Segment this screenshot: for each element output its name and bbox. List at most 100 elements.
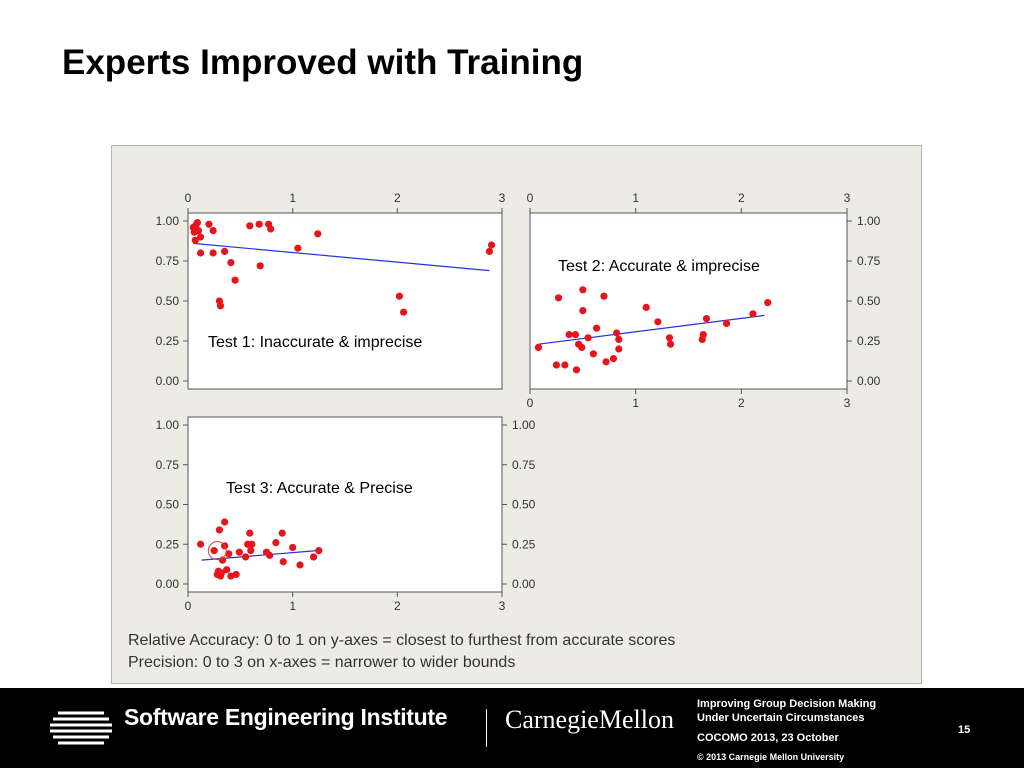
- plot2-point: [764, 299, 772, 307]
- cmu-wordmark: CarnegieMellon: [505, 705, 674, 734]
- plot1-point: [485, 247, 494, 255]
- presentation-title-line-2: Under Uncertain Circumstances: [697, 712, 865, 724]
- plot2-xtick-label-bottom: 0: [527, 396, 534, 410]
- plot3-point: [289, 543, 297, 552]
- plot2-point: [642, 303, 650, 311]
- plot3-point: [315, 547, 323, 555]
- plot2-point: [584, 334, 592, 342]
- copyright: © 2013 Carnegie Mellon University: [697, 752, 845, 762]
- plot1-point: [267, 225, 275, 233]
- presentation-title-line-1: Improving Group Decision Making: [697, 698, 877, 710]
- plot3-ytick-label-right: 0.25: [512, 537, 536, 551]
- plot3-point: [272, 539, 280, 547]
- plot3-selection-ring: [207, 541, 227, 561]
- plot2-point: [534, 343, 543, 351]
- plot2-point: [579, 286, 587, 294]
- plot3-point: [218, 556, 227, 564]
- plot1-point: [209, 249, 217, 257]
- plot1-point: [487, 241, 496, 249]
- plot3-ytick-label-right: 0.00: [512, 577, 536, 591]
- scatter-figure: 0 1 2 3 0.00 0.25 0.50 0.75 1.00 Test 1: Inaccura…: [156, 191, 881, 613]
- plot3-xtick-label-bottom: 0: [185, 599, 192, 613]
- plot2-xtick-label-top: 0: [527, 191, 534, 205]
- plot2-point: [578, 343, 586, 351]
- plot2-point: [571, 331, 580, 339]
- footer-bar: Software Engineering Institute CarnegieM…: [0, 688, 1024, 768]
- plot1-xtick-label-top: 2: [394, 191, 401, 205]
- plot1-point: [196, 233, 205, 241]
- plot3-point: [296, 561, 304, 569]
- plot1-ytick-label-left: 1.00: [156, 214, 180, 228]
- plot1-ytick-label-left: 0.00: [156, 374, 180, 388]
- plot2-ytick-label-right: 0.25: [857, 334, 881, 348]
- plot1-point: [209, 227, 217, 235]
- chart-notes: Relative Accuracy: 0 to 1 on y-axes = cl…: [128, 630, 675, 674]
- plot2-annotation: Test 2: Accurate & imprecise: [558, 258, 760, 275]
- plot2-point: [565, 331, 573, 339]
- footer-divider: [486, 709, 487, 747]
- plot1-point: [227, 259, 235, 267]
- plot3-frame: [187, 416, 503, 593]
- plot1-point: [294, 244, 302, 252]
- plot1-xtick-label-top: 1: [289, 191, 296, 205]
- plot2-point: [722, 319, 731, 327]
- page-number: 15: [958, 724, 971, 736]
- plot2-point: [613, 329, 621, 337]
- plot2-point: [615, 335, 623, 343]
- plot1-point: [196, 249, 205, 257]
- plot3-point: [279, 558, 287, 566]
- plot1-point: [221, 247, 229, 255]
- plot3-point: [221, 518, 229, 526]
- plot2-point: [600, 292, 608, 300]
- plot3-xtick-label-bottom: 1: [289, 599, 296, 613]
- plot1-frame: [187, 212, 503, 390]
- plot3-point: [248, 540, 256, 548]
- presentation-info: Improving Group Decision Making Under Un…: [697, 697, 876, 764]
- plot2-point: [665, 334, 674, 342]
- plot1-point: [314, 230, 322, 238]
- plot1-point: [205, 220, 213, 228]
- plot1-point: [255, 220, 263, 228]
- plot1-point: [191, 236, 199, 244]
- plot2-point: [592, 324, 601, 332]
- plot3-point: [217, 569, 226, 577]
- plot3-ytick-label-right: 0.50: [512, 498, 536, 512]
- plot1-fit-line: [193, 242, 490, 272]
- plot2-xtick-label-top: 1: [632, 191, 639, 205]
- plot2-frame: [529, 212, 848, 390]
- sei-logo-icon: [50, 711, 112, 745]
- plot3-ytick-label-right: 0.75: [512, 458, 536, 472]
- plot3-point: [310, 553, 318, 561]
- plot2-point: [702, 315, 711, 323]
- plot1-ytick-label-left: 0.25: [156, 334, 180, 348]
- plot3-point: [278, 529, 286, 537]
- plot2-point: [654, 318, 662, 326]
- plot2-point: [615, 345, 623, 353]
- note-accuracy: Relative Accuracy: 0 to 1 on y-axes = cl…: [128, 632, 676, 649]
- plot1-point: [395, 292, 404, 300]
- plot2-xtick-label-top: 2: [738, 191, 745, 205]
- plot2-point: [579, 307, 587, 315]
- plot3-point: [210, 547, 218, 555]
- plot1-point: [216, 302, 225, 310]
- plot3-ytick-label-left: 0.00: [156, 577, 180, 591]
- plot1-xtick-label-top: 0: [185, 191, 192, 205]
- plot1-point: [256, 262, 264, 270]
- plot2-xtick-label-top: 3: [844, 191, 851, 205]
- plot3-xtick-label-bottom: 3: [499, 599, 506, 613]
- presentation-date: COCOMO 2013, 23 October: [697, 732, 839, 744]
- plot2-xtick-label-bottom: 3: [844, 396, 851, 410]
- plot3-ytick-label-left: 0.75: [156, 458, 180, 472]
- plot2-point: [589, 350, 597, 358]
- plot2-point: [554, 294, 563, 302]
- plot2-ytick-label-right: 0.75: [857, 254, 881, 268]
- plot3-ytick-label-left: 0.25: [156, 537, 180, 551]
- plot3-point: [266, 551, 274, 559]
- plot3-ytick-label-left: 0.50: [156, 498, 180, 512]
- plot3-point: [235, 548, 243, 556]
- plot2-point: [749, 310, 757, 318]
- plot2-ytick-label-right: 0.00: [857, 374, 881, 388]
- plot2-xtick-label-bottom: 2: [738, 396, 745, 410]
- plot3-point: [241, 553, 250, 561]
- plot1-point: [400, 308, 408, 316]
